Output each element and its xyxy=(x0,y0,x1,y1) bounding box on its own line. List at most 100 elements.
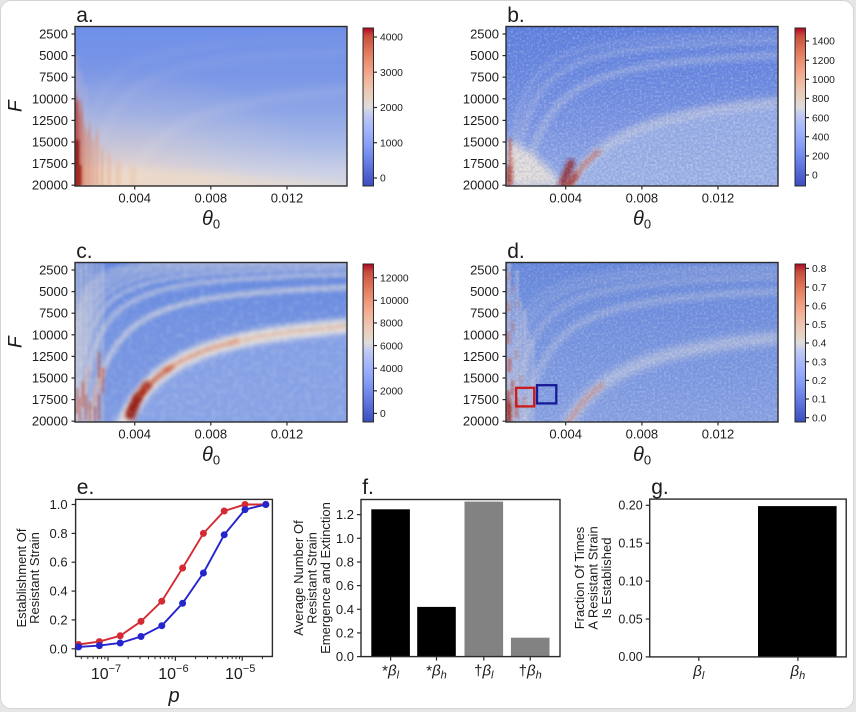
svg-text:1.0: 1.0 xyxy=(336,531,354,546)
svg-text:10000: 10000 xyxy=(463,327,499,342)
svg-text:17500: 17500 xyxy=(463,392,499,407)
svg-text:2000: 2000 xyxy=(380,387,403,398)
svg-text:0.20: 0.20 xyxy=(618,499,642,513)
svg-text:1000: 1000 xyxy=(812,75,835,86)
svg-text:4000: 4000 xyxy=(380,33,403,44)
svg-text:1.0: 1.0 xyxy=(50,497,68,512)
svg-text:10−5: 10−5 xyxy=(225,663,255,683)
svg-text:Establishment Of: Establishment Of xyxy=(14,528,29,627)
svg-text:0.008: 0.008 xyxy=(195,427,228,442)
svg-text:0.15: 0.15 xyxy=(618,537,642,551)
svg-text:4000: 4000 xyxy=(380,364,403,375)
svg-text:20000: 20000 xyxy=(463,178,499,193)
svg-text:2500: 2500 xyxy=(470,27,499,42)
svg-text:Fraction Of Times: Fraction Of Times xyxy=(572,526,587,629)
svg-text:1200: 1200 xyxy=(812,56,835,67)
svg-text:p: p xyxy=(167,685,179,707)
svg-text:2500: 2500 xyxy=(39,263,68,278)
svg-text:10−7: 10−7 xyxy=(91,663,121,683)
svg-text:0.008: 0.008 xyxy=(626,191,659,206)
svg-text:0.012: 0.012 xyxy=(702,191,735,206)
svg-text:0.012: 0.012 xyxy=(271,191,304,206)
svg-text:1.2: 1.2 xyxy=(336,507,354,522)
svg-text:15000: 15000 xyxy=(32,135,68,150)
svg-text:F: F xyxy=(6,99,27,112)
svg-text:0.008: 0.008 xyxy=(195,191,228,206)
svg-text:20000: 20000 xyxy=(463,414,499,429)
svg-text:12500: 12500 xyxy=(32,349,68,364)
svg-text:βh: βh xyxy=(790,663,806,682)
svg-text:Is Established: Is Established xyxy=(599,538,614,619)
svg-text:0.012: 0.012 xyxy=(702,427,735,442)
svg-text:2500: 2500 xyxy=(39,27,68,42)
svg-text:e.: e. xyxy=(77,476,95,499)
svg-text:8000: 8000 xyxy=(380,319,403,330)
svg-text:*βh: *βh xyxy=(426,663,447,682)
svg-text:0.0: 0.0 xyxy=(50,641,68,656)
svg-text:0.8: 0.8 xyxy=(50,526,68,541)
svg-text:Resistant Strain: Resistant Strain xyxy=(305,532,320,624)
svg-text:c.: c. xyxy=(76,240,92,263)
svg-text:17500: 17500 xyxy=(32,392,68,407)
svg-text:0.004: 0.004 xyxy=(549,427,582,442)
svg-text:20000: 20000 xyxy=(32,414,68,429)
svg-text:0.2: 0.2 xyxy=(336,625,354,640)
svg-text:g.: g. xyxy=(651,476,669,499)
svg-text:0.3: 0.3 xyxy=(812,357,827,368)
svg-text:7500: 7500 xyxy=(39,306,68,321)
svg-text:12500: 12500 xyxy=(32,113,68,128)
svg-text:θ0: θ0 xyxy=(633,208,651,232)
svg-text:0.0: 0.0 xyxy=(812,413,827,424)
svg-text:0.2: 0.2 xyxy=(50,612,68,627)
svg-text:0: 0 xyxy=(812,171,818,182)
svg-text:F: F xyxy=(6,99,27,112)
svg-text:0.7: 0.7 xyxy=(812,283,827,294)
svg-text:†βh: †βh xyxy=(519,663,542,682)
svg-text:0.5: 0.5 xyxy=(812,320,827,331)
svg-text:f.: f. xyxy=(362,476,374,499)
svg-text:10−6: 10−6 xyxy=(158,663,188,683)
svg-text:15000: 15000 xyxy=(463,371,499,386)
svg-text:0.008: 0.008 xyxy=(626,427,659,442)
svg-text:0.4: 0.4 xyxy=(812,339,827,350)
svg-text:F: F xyxy=(6,335,27,348)
svg-text:θ0: θ0 xyxy=(633,444,651,468)
svg-text:5000: 5000 xyxy=(470,48,499,63)
svg-text:1000: 1000 xyxy=(380,138,403,149)
svg-text:0.0: 0.0 xyxy=(336,649,354,664)
svg-text:0.004: 0.004 xyxy=(118,191,151,206)
svg-text:10000: 10000 xyxy=(463,91,499,106)
svg-text:†βl: †βl xyxy=(474,663,494,682)
svg-text:12000: 12000 xyxy=(380,273,409,284)
svg-text:βl: βl xyxy=(692,663,705,682)
svg-text:0.004: 0.004 xyxy=(549,191,582,206)
svg-text:1400: 1400 xyxy=(812,37,835,48)
svg-text:0.00: 0.00 xyxy=(618,650,642,664)
svg-text:Resistant Strain: Resistant Strain xyxy=(27,532,42,624)
svg-text:0.4: 0.4 xyxy=(336,602,354,617)
svg-text:F: F xyxy=(6,335,27,348)
svg-text:0.012: 0.012 xyxy=(271,427,304,442)
svg-text:0.10: 0.10 xyxy=(618,574,642,588)
svg-text:0.6: 0.6 xyxy=(336,578,354,593)
svg-text:0: 0 xyxy=(380,409,386,420)
svg-text:Average Number Of: Average Number Of xyxy=(291,520,306,636)
svg-text:17500: 17500 xyxy=(32,156,68,171)
svg-text:17500: 17500 xyxy=(463,156,499,171)
svg-text:5000: 5000 xyxy=(470,284,499,299)
svg-text:12500: 12500 xyxy=(463,113,499,128)
svg-text:0.8: 0.8 xyxy=(812,264,827,275)
svg-text:10000: 10000 xyxy=(32,91,68,106)
svg-text:3000: 3000 xyxy=(380,68,403,79)
svg-text:2000: 2000 xyxy=(380,103,403,114)
svg-text:6000: 6000 xyxy=(380,341,403,352)
svg-text:θ0: θ0 xyxy=(202,444,220,468)
svg-text:b.: b. xyxy=(507,4,525,27)
svg-text:θ0: θ0 xyxy=(202,208,220,232)
svg-text:0.6: 0.6 xyxy=(50,555,68,570)
svg-text:600: 600 xyxy=(812,113,829,124)
svg-text:7500: 7500 xyxy=(470,70,499,85)
svg-text:12500: 12500 xyxy=(463,349,499,364)
svg-text:15000: 15000 xyxy=(32,371,68,386)
svg-text:400: 400 xyxy=(812,132,829,143)
